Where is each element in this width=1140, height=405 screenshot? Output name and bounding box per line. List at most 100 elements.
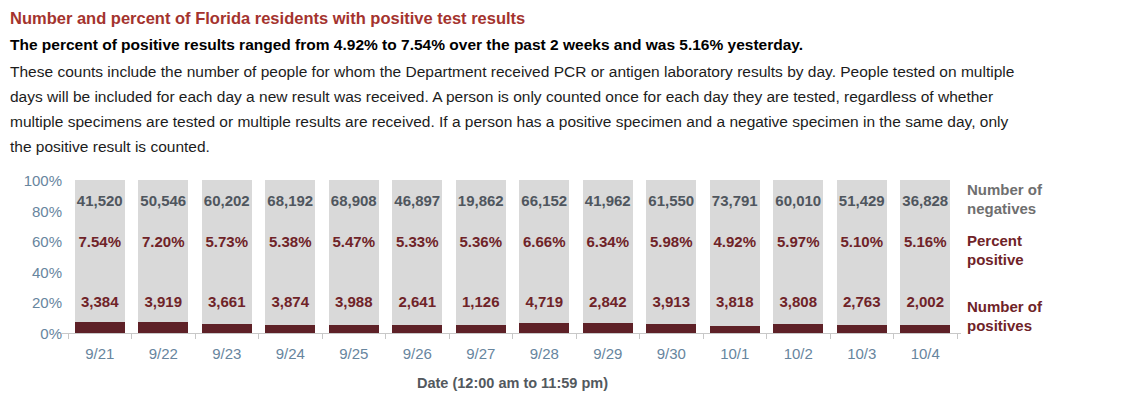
y-axis-tick-label: 0% bbox=[40, 325, 62, 342]
percent-positive-label: 7.54% bbox=[78, 234, 121, 249]
bar-negative-segment[interactable]: 60,2025.73%3,661 bbox=[202, 180, 252, 333]
axis-tick bbox=[131, 334, 132, 339]
x-axis-line bbox=[61, 333, 961, 334]
percent-positive-label: 5.10% bbox=[840, 234, 883, 249]
percent-positive-label: 5.73% bbox=[205, 234, 248, 249]
negatives-value-label: 41,520 bbox=[77, 193, 123, 208]
bar-positive-segment[interactable] bbox=[456, 325, 506, 333]
negatives-value-label: 51,429 bbox=[839, 193, 885, 208]
bar-positive-segment[interactable] bbox=[392, 325, 442, 333]
chart-subtitle: The percent of positive results ranged f… bbox=[10, 35, 1130, 54]
dashboard: Number and percent of Florida residents … bbox=[0, 0, 1140, 391]
positives-value-label: 3,913 bbox=[652, 294, 690, 309]
negatives-value-label: 73,791 bbox=[712, 193, 758, 208]
bar-positive-segment[interactable] bbox=[837, 325, 887, 333]
positives-value-label: 3,919 bbox=[144, 294, 182, 309]
bar-positive-segment[interactable] bbox=[75, 322, 125, 334]
percent-positive-label: 5.36% bbox=[459, 234, 502, 249]
bar-positive-segment[interactable] bbox=[138, 322, 188, 333]
positives-value-label: 3,988 bbox=[335, 294, 373, 309]
bar-negative-segment[interactable]: 19,862 5.36% 1,126 bbox=[456, 180, 506, 333]
percent-positive-label: 5.97% bbox=[777, 234, 820, 249]
bar-group[interactable]: 50,5467.20%3,919 bbox=[132, 180, 196, 333]
bar-group[interactable]: 61,5505.98%3,913 bbox=[640, 180, 704, 333]
percent-positive-label: 5.33% bbox=[396, 234, 439, 249]
axis-tick bbox=[893, 334, 894, 339]
axis-tick bbox=[576, 334, 577, 339]
bar-positive-segment[interactable] bbox=[710, 326, 760, 334]
bar-group[interactable]: 36,8285.16%2,002 bbox=[894, 180, 958, 333]
bar-group[interactable]: 68,1925.38%3,874 bbox=[259, 180, 323, 333]
axis-tick bbox=[258, 334, 259, 339]
bar-group[interactable]: 46,8975.33%2,641 bbox=[386, 180, 450, 333]
negatives-value-label: 60,010 bbox=[775, 193, 821, 208]
percent-positive-label: 5.38% bbox=[269, 234, 312, 249]
bar-negative-segment[interactable]: 50,5467.20%3,919 bbox=[138, 180, 188, 333]
axis-tick bbox=[512, 334, 513, 339]
bar-group[interactable]: 66,1526.66%4,719 bbox=[513, 180, 577, 333]
bar-positive-segment[interactable] bbox=[583, 323, 633, 333]
bar-group[interactable]: 68,9085.47%3,988 bbox=[322, 180, 386, 333]
bar-negative-segment[interactable]: 66,1526.66%4,719 bbox=[519, 180, 569, 333]
negatives-value-label: 19,862 bbox=[458, 193, 504, 208]
positives-value-label: 2,842 bbox=[589, 294, 627, 309]
bar-positive-segment[interactable] bbox=[519, 323, 569, 333]
x-axis-date-label: 9/26 bbox=[386, 345, 450, 362]
y-axis-tick-label: 20% bbox=[32, 294, 62, 311]
bar-negative-segment[interactable]: 68,1925.38%3,874 bbox=[265, 180, 315, 333]
bar-negative-segment[interactable]: 60,010 5.97% 3,808 bbox=[773, 180, 823, 333]
x-axis-title: Date (12:00 am to 11:59 pm) bbox=[68, 375, 957, 391]
x-axis-date-label: 10/3 bbox=[830, 345, 894, 362]
bar-group[interactable]: 60,2025.73%3,661 bbox=[195, 180, 259, 333]
bar-negative-segment[interactable]: 41,5207.54%3,384 bbox=[75, 180, 125, 333]
bar-group[interactable]: 73,7914.92%3,818 bbox=[703, 180, 767, 333]
negatives-value-label: 68,908 bbox=[331, 193, 377, 208]
bar-group[interactable]: 41,5207.54%3,384 bbox=[68, 180, 132, 333]
x-axis-date-label: 9/24 bbox=[259, 345, 323, 362]
x-axis-labels: 9/219/229/239/249/259/269/279/289/299/30… bbox=[10, 345, 1130, 362]
bar-negative-segment[interactable]: 46,8975.33%2,641 bbox=[392, 180, 442, 333]
positives-value-label: 3,874 bbox=[271, 294, 309, 309]
percent-positive-label: 6.66% bbox=[523, 234, 566, 249]
bar-negative-segment[interactable]: 36,8285.16%2,002 bbox=[900, 180, 950, 333]
x-axis-date-label: 9/21 bbox=[68, 345, 132, 362]
axis-tick bbox=[703, 334, 704, 339]
y-axis-tick-label: 60% bbox=[32, 233, 62, 250]
bar-negative-segment[interactable]: 41,9626.34%2,842 bbox=[583, 180, 633, 333]
chart-description: These counts include the number of peopl… bbox=[10, 59, 1028, 159]
x-axis-date-label: 9/25 bbox=[322, 345, 386, 362]
positives-value-label: 2,763 bbox=[843, 294, 881, 309]
bar-group[interactable]: 41,9626.34%2,842 bbox=[576, 180, 640, 333]
axis-tick bbox=[639, 334, 640, 339]
bar-negative-segment[interactable]: 61,5505.98%3,913 bbox=[646, 180, 696, 333]
positives-value-label: 3,808 bbox=[779, 294, 817, 309]
bar-negative-segment[interactable]: 51,429 5.10% 2,763 bbox=[837, 180, 887, 333]
x-axis-date-label: 9/28 bbox=[513, 345, 577, 362]
chart: 100%80%60%40%20%0% 41,5207.54%3,38450,54… bbox=[10, 180, 1130, 333]
bar-group[interactable]: 19,862 5.36% 1,126 bbox=[449, 180, 513, 333]
x-axis-date-label: 9/30 bbox=[640, 345, 704, 362]
bar-group[interactable]: 51,429 5.10% 2,763 bbox=[830, 180, 894, 333]
bar-positive-segment[interactable] bbox=[646, 324, 696, 333]
bar-negative-segment[interactable]: 73,7914.92%3,818 bbox=[710, 180, 760, 333]
positives-value-label: 1,126 bbox=[462, 294, 500, 309]
axis-tick bbox=[766, 334, 767, 339]
x-axis-date-label: 9/22 bbox=[132, 345, 196, 362]
axis-tick bbox=[385, 334, 386, 339]
bar-positive-segment[interactable] bbox=[202, 324, 252, 333]
x-axis-date-label: 10/2 bbox=[767, 345, 831, 362]
axis-tick bbox=[957, 334, 958, 339]
bar-positive-segment[interactable] bbox=[265, 325, 315, 333]
bar-positive-segment[interactable] bbox=[773, 324, 823, 333]
bar-positive-segment[interactable] bbox=[900, 325, 950, 333]
axis-tick bbox=[322, 334, 323, 339]
negatives-value-label: 41,962 bbox=[585, 193, 631, 208]
x-axis-label-cells: 9/219/229/239/249/259/269/279/289/299/30… bbox=[68, 345, 957, 362]
x-axis-date-label: 9/23 bbox=[195, 345, 259, 362]
bar-negative-segment[interactable]: 68,9085.47%3,988 bbox=[329, 180, 379, 333]
legend-item-negatives: Number of negatives bbox=[967, 180, 1077, 218]
bar-group[interactable]: 60,010 5.97% 3,808 bbox=[767, 180, 831, 333]
x-axis-date-label: 9/29 bbox=[576, 345, 640, 362]
bar-positive-segment[interactable] bbox=[329, 325, 379, 333]
x-axis-date-label: 9/27 bbox=[449, 345, 513, 362]
